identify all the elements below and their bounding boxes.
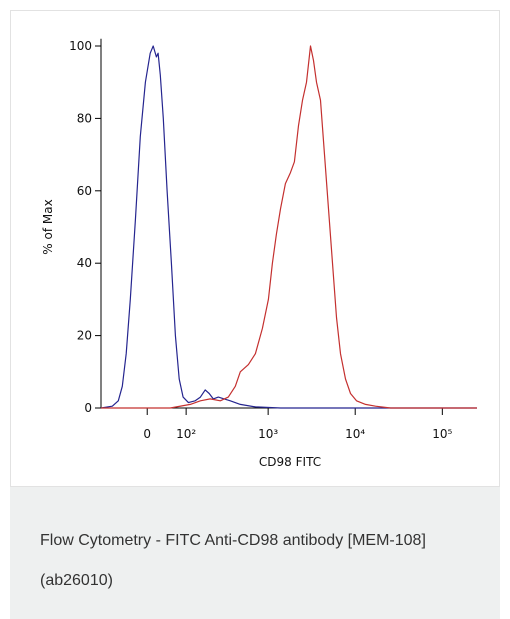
- histogram-line: [100, 45, 477, 409]
- x-tick-label: 10⁴: [345, 427, 365, 441]
- image-frame: [10, 10, 500, 487]
- y-tick-label: 20: [77, 329, 92, 343]
- y-tick-label: 40: [77, 256, 92, 270]
- x-tick-label: 0: [143, 427, 151, 441]
- caption-box: Flow Cytometry - FITC Anti-CD98 antibody…: [10, 487, 500, 619]
- y-axis-label: % of Max: [41, 199, 55, 254]
- y-tick-label: 60: [77, 184, 92, 198]
- y-tick-label: 80: [77, 111, 92, 125]
- x-tick-label: 10³: [258, 427, 278, 441]
- x-axis-label: CD98 FITC: [259, 455, 321, 469]
- x-tick-label: 10²: [176, 427, 196, 441]
- y-tick-label: 100: [69, 39, 92, 53]
- y-tick-label: 0: [84, 401, 92, 415]
- caption: Flow Cytometry - FITC Anti-CD98 antibody…: [40, 532, 426, 589]
- histogram-line: [101, 45, 477, 409]
- chart: CD98 FITC % of Max 0 20 40 60 80 100 0 10² 10³ 10…: [10, 10, 500, 487]
- x-tick-label: 10⁵: [432, 427, 452, 441]
